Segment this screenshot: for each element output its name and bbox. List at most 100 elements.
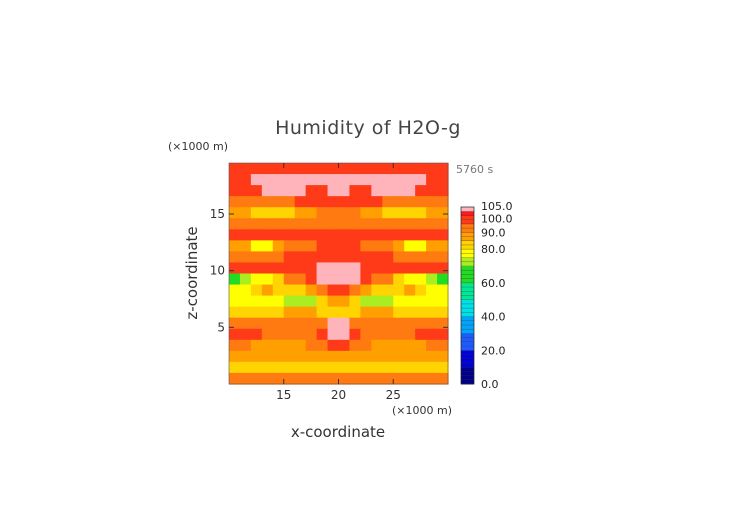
heatmap-cell bbox=[239, 306, 252, 319]
heatmap-cell bbox=[360, 196, 372, 208]
heatmap-cell bbox=[261, 185, 274, 197]
heatmap-cell bbox=[371, 251, 383, 264]
heatmap-cell bbox=[382, 306, 394, 319]
heatmap-cell bbox=[283, 361, 296, 374]
y-tick-label: 5 bbox=[217, 320, 225, 334]
heatmap-cell bbox=[382, 339, 394, 352]
y-axis-label: z-coordinate bbox=[183, 226, 201, 319]
heatmap-cell bbox=[338, 207, 351, 219]
heatmap-cell bbox=[371, 207, 383, 219]
heatmap-cell bbox=[283, 174, 296, 186]
heatmap-cell bbox=[250, 339, 263, 352]
colorbar-band bbox=[461, 346, 474, 351]
heatmap-cell bbox=[415, 207, 427, 219]
colorbar-frame bbox=[460, 206, 475, 385]
heatmap-cell bbox=[327, 361, 340, 374]
x-unit-label: (×1000 m) bbox=[392, 404, 452, 417]
heatmap-cell bbox=[305, 218, 318, 230]
x-tick-label: 20 bbox=[331, 388, 346, 402]
heatmap-cell bbox=[316, 295, 329, 308]
heatmap-cell bbox=[250, 174, 263, 186]
heatmap-cell bbox=[305, 229, 318, 241]
heatmap-cells bbox=[229, 163, 449, 385]
heatmap-cell bbox=[349, 273, 361, 286]
heatmap-cell bbox=[229, 339, 241, 352]
colorbar-band bbox=[461, 341, 474, 347]
heatmap-cell bbox=[272, 361, 285, 374]
heatmap-cell bbox=[393, 317, 405, 330]
heatmap-cell bbox=[426, 295, 438, 308]
heatmap-cell bbox=[327, 339, 340, 352]
heatmap-cell bbox=[404, 295, 416, 308]
heatmap-cell bbox=[272, 262, 285, 275]
heatmap-cell bbox=[239, 273, 252, 286]
heatmap-cell bbox=[426, 251, 438, 264]
heatmap-cell bbox=[327, 163, 340, 175]
heatmap-cell bbox=[272, 185, 285, 197]
heatmap-cell bbox=[250, 185, 263, 197]
heatmap-cell bbox=[349, 328, 361, 341]
heatmap-cell bbox=[426, 350, 438, 363]
heatmap-cell bbox=[338, 196, 351, 208]
colorbar-band bbox=[461, 244, 474, 250]
y-ticks: 5 10 15 bbox=[210, 207, 448, 334]
heatmap-cell bbox=[261, 163, 274, 175]
colorbar-band bbox=[461, 270, 474, 275]
heatmap-cell bbox=[239, 196, 252, 208]
heatmap-cell bbox=[239, 317, 252, 330]
colorbar-band bbox=[461, 316, 474, 322]
heatmap-cell bbox=[294, 372, 307, 385]
heatmap-cell bbox=[338, 306, 351, 319]
heatmap-cell bbox=[261, 262, 274, 275]
heatmap-cell bbox=[360, 317, 372, 330]
colorbar-band bbox=[461, 308, 474, 313]
heatmap-cell bbox=[229, 328, 241, 341]
heatmap-cell bbox=[316, 207, 329, 219]
colorbar-label: 20.0 bbox=[481, 344, 506, 357]
heatmap-cell bbox=[415, 174, 427, 186]
heatmap-cell bbox=[261, 207, 274, 219]
heatmap-cell bbox=[305, 372, 318, 385]
colorbar-label: 80.0 bbox=[481, 243, 506, 256]
heatmap-cell bbox=[437, 218, 449, 230]
heatmap-cell bbox=[393, 350, 405, 363]
heatmap-cell bbox=[393, 229, 405, 241]
heatmap-cell bbox=[272, 251, 285, 264]
y-tick-label: 10 bbox=[210, 264, 225, 278]
heatmap-cell bbox=[371, 306, 383, 319]
heatmap-cell bbox=[393, 218, 405, 230]
heatmap-cell bbox=[250, 372, 263, 385]
heatmap-cell bbox=[404, 196, 416, 208]
heatmap-cell bbox=[327, 273, 340, 286]
heatmap-cell bbox=[415, 196, 427, 208]
heatmap-cell bbox=[360, 185, 372, 197]
heatmap-cell bbox=[239, 350, 252, 363]
heatmap-cell bbox=[305, 185, 318, 197]
heatmap-cell bbox=[338, 229, 351, 241]
heatmap-cell bbox=[415, 339, 427, 352]
x-tick-label: 25 bbox=[386, 388, 401, 402]
heatmap-cell bbox=[327, 240, 340, 252]
heatmap-cell bbox=[404, 339, 416, 352]
heatmap-cell bbox=[305, 163, 318, 175]
heatmap-cell bbox=[393, 295, 405, 308]
colorbar-band bbox=[461, 375, 474, 381]
heatmap-cell bbox=[404, 361, 416, 374]
heatmap-cell bbox=[283, 218, 296, 230]
heatmap-cell bbox=[305, 262, 318, 275]
heatmap-cell bbox=[272, 339, 285, 352]
heatmap-cell bbox=[294, 251, 307, 264]
heatmap-cell bbox=[338, 317, 351, 330]
heatmap-cell bbox=[305, 361, 318, 374]
heatmap-cell bbox=[393, 240, 405, 252]
heatmap-cell bbox=[437, 163, 449, 175]
x-ticks: 15 20 25 bbox=[276, 163, 401, 402]
heatmap-cell bbox=[283, 185, 296, 197]
colorbar-band bbox=[461, 232, 474, 237]
heatmap-cell bbox=[305, 251, 318, 264]
heatmap-cell bbox=[294, 174, 307, 186]
heatmap-cell bbox=[305, 350, 318, 363]
heatmap-cell bbox=[426, 317, 438, 330]
heatmap-cell bbox=[272, 196, 285, 208]
heatmap-cell bbox=[360, 284, 372, 297]
